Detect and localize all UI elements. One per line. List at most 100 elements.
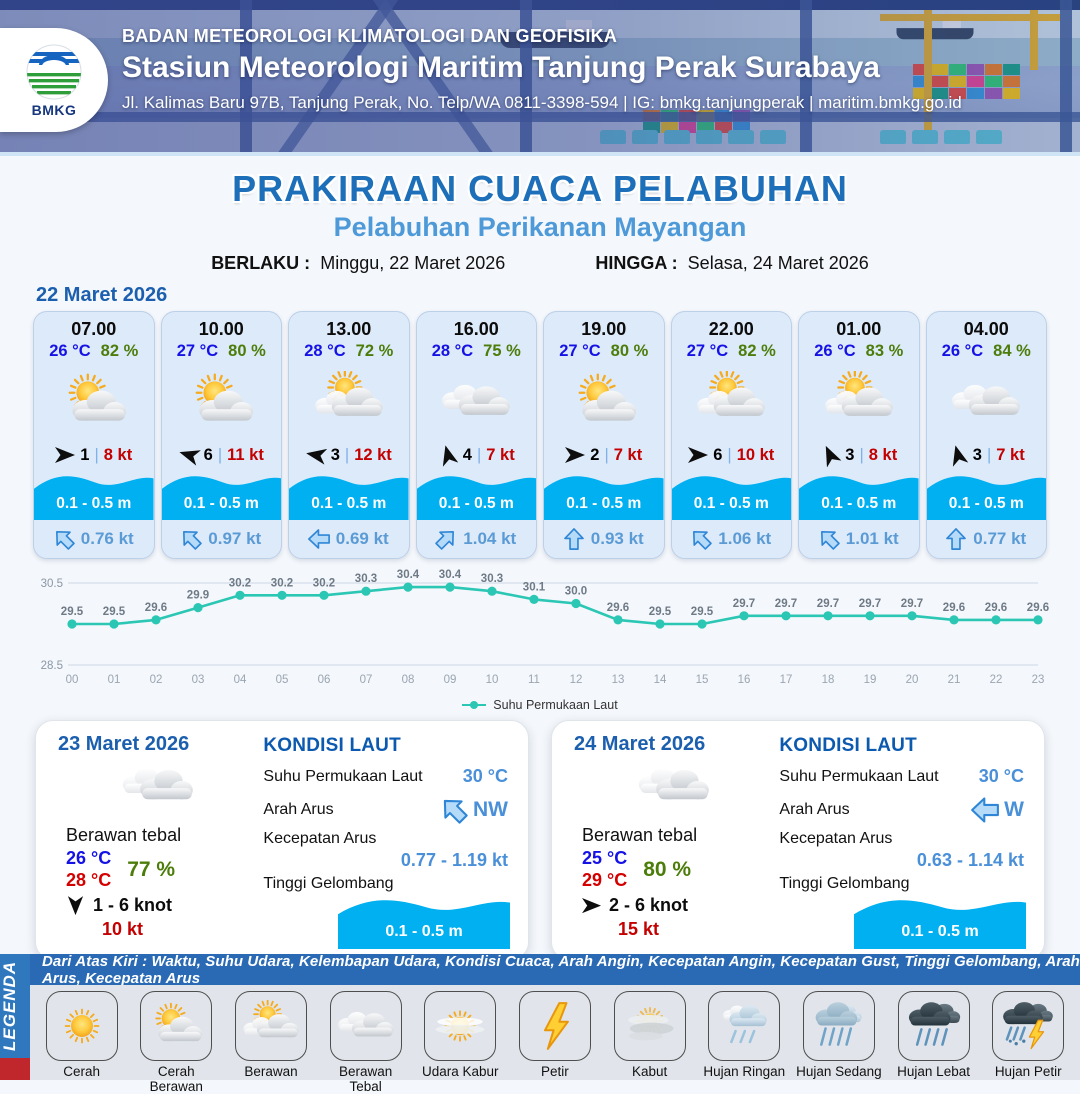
svg-text:03: 03: [192, 674, 205, 686]
wind-row: 3 | 12 kt: [289, 442, 409, 468]
wave-icon: [34, 476, 154, 520]
chart-legend-label: Suhu Permukaan Laut: [493, 698, 618, 712]
wind-speed: 4: [462, 445, 472, 464]
gust-speed: 8 kt: [868, 445, 898, 464]
humidity: 84 %: [993, 342, 1031, 360]
wind-direction-icon: [820, 445, 842, 468]
current-speed: 1.01 kt: [845, 529, 899, 548]
forecast-card: 10.00 27 °C 80 % 6 | 11 kt 0.1 - 0.5 m 0.97 kt: [160, 311, 282, 559]
day-summary-row: 23 Maret 2026 Berawan tebal 26 °C 28 °C 77 %…: [0, 712, 1080, 960]
svg-text:16: 16: [738, 674, 751, 686]
forecast-card: 16.00 28 °C 75 % 4 | 7 kt 0.1 - 0.5 m 1.04 kt: [415, 311, 537, 559]
legend-item-label: Cerah: [63, 1064, 101, 1079]
air-temperature: 26 °C: [814, 342, 856, 360]
svg-text:13: 13: [612, 674, 625, 686]
valid-from-label: BERLAKU :: [211, 253, 311, 273]
berawan-icon: [234, 991, 307, 1061]
wind-speed: 3: [845, 445, 855, 464]
wave-height: 0.1 - 0.5 m: [948, 495, 1024, 512]
svg-text:15: 15: [696, 674, 709, 686]
current-direction-icon: [691, 528, 713, 550]
legend-item-label: Petir: [541, 1064, 569, 1079]
forecast-time: 10.00: [198, 319, 244, 339]
validity-row: BERLAKU : Minggu, 22 Maret 2026 HINGGA :…: [0, 253, 1080, 274]
sea-conditions-column: KONDISI LAUT Suhu Permukaan Laut 30 °C Arah…: [773, 721, 1044, 959]
current-row: 0.69 kt: [289, 520, 409, 558]
humidity: 75 %: [483, 342, 521, 360]
wave-icon: [416, 476, 536, 520]
day-temps: 26 °C 28 °C 77 %: [66, 848, 251, 891]
humidity: 80 %: [228, 342, 266, 360]
chart-legend: Suhu Permukaan Laut: [26, 698, 1054, 712]
svg-text:30.4: 30.4: [439, 569, 462, 581]
udara-kabur-icon: [424, 991, 497, 1061]
wave-height-row: Tinggi Gelombang: [263, 875, 508, 893]
forecast-card: 04.00 26 °C 84 % 3 | 7 kt 0.1 - 0.5 m 0.77 kt: [925, 311, 1047, 559]
svg-text:20: 20: [906, 674, 919, 686]
current-row: 0.97 kt: [162, 520, 282, 558]
current-direction-icon: [435, 528, 456, 550]
current-direction-row: Arah Arus NW: [263, 796, 508, 824]
legend-description: Dari Atas Kiri : Waktu, Suhu Udara, Kele…: [42, 952, 1080, 987]
wind-separator: |: [344, 445, 350, 464]
legend-items: Cerah Cerah Berawan Berawan Berawan Tebal Ud…: [30, 985, 1080, 1094]
legend-item: Berawan Tebal: [323, 991, 409, 1094]
svg-text:29.6: 29.6: [943, 602, 965, 614]
current-speed-row: Kecepatan Arus: [263, 830, 508, 848]
contact-line: Jl. Kalimas Baru 97B, Tanjung Perak, No.…: [122, 93, 962, 112]
current-speed: 0.69 kt: [335, 529, 389, 548]
svg-text:04: 04: [234, 674, 247, 686]
svg-text:30.2: 30.2: [313, 577, 335, 589]
day-weather-icon: [631, 754, 717, 823]
wind-row: 3 | 8 kt: [799, 442, 919, 468]
temp-humidity-row: 28 °C 72 %: [289, 342, 409, 361]
hujan-petir-icon: [992, 991, 1065, 1061]
wind-separator: |: [476, 445, 482, 464]
current-direction-icon: [946, 528, 967, 550]
gust-speed: 12 kt: [354, 445, 392, 464]
day-summary-card: 24 Maret 2026 Berawan tebal 25 °C 29 °C 80 %…: [551, 720, 1045, 960]
page-title: PRAKIRAAN CUACA PELABUHAN: [232, 168, 848, 209]
day-gust: 15 kt: [618, 919, 660, 939]
wave-icon: [671, 476, 791, 520]
wave-height-band: 0.1 - 0.5 m: [926, 468, 1046, 520]
wind-speed: 3: [330, 445, 340, 464]
humidity: 72 %: [355, 342, 394, 360]
forecast-time: 22.00: [708, 319, 754, 339]
wave-icon: [544, 476, 664, 520]
svg-text:29.5: 29.5: [103, 606, 126, 618]
svg-text:14: 14: [654, 674, 667, 686]
current-direction-value: NW: [473, 798, 508, 821]
sst-label: Suhu Permukaan Laut: [263, 767, 423, 785]
day-wind-row: 2 - 6 knot: [582, 895, 767, 916]
legend-description-bar: Dari Atas Kiri : Waktu, Suhu Udara, Kele…: [0, 952, 1080, 987]
svg-text:30.1: 30.1: [523, 581, 546, 593]
legend-item: Petir: [512, 991, 598, 1079]
svg-text:29.7: 29.7: [817, 598, 839, 610]
valid-to-label: HINGGA :: [595, 253, 678, 273]
forecast-cards-row: 07.00 26 °C 82 % 1 | 8 kt 0.1 - 0.5 m 0.76 kt 10…: [0, 311, 1080, 559]
day-temp-min: 26 °C: [66, 848, 112, 868]
wind-speed: 3: [972, 445, 982, 464]
wind-direction-icon: [565, 447, 586, 463]
air-temperature: 27 °C: [559, 342, 601, 360]
legend-item: Cerah Berawan: [133, 991, 219, 1094]
wave-height-box: 0.1 - 0.5 m: [338, 891, 510, 949]
wave-height: 0.1 - 0.5 m: [311, 495, 387, 512]
sst-row: Suhu Permukaan Laut 30 °C: [779, 766, 1024, 787]
svg-text:29.6: 29.6: [1027, 602, 1049, 614]
temp-humidity-row: 27 °C 80 %: [162, 342, 282, 361]
wave-height-band: 0.1 - 0.5 m: [161, 468, 281, 520]
air-temperature: 26 °C: [49, 342, 91, 360]
wave-height-band: 0.1 - 0.5 m: [416, 468, 536, 520]
bmkg-logo: BMKG: [0, 28, 108, 132]
wind-direction-icon: [179, 447, 201, 466]
day-temp-max: 29 °C: [582, 870, 628, 890]
weather-condition-icon: [34, 361, 154, 442]
temp-humidity-row: 27 °C 82 %: [672, 342, 792, 361]
wave-icon: [338, 900, 510, 949]
air-temperature: 26 °C: [941, 342, 984, 360]
gust-speed: 8 kt: [103, 445, 133, 464]
temp-humidity-row: 27 °C 80 %: [544, 342, 664, 361]
